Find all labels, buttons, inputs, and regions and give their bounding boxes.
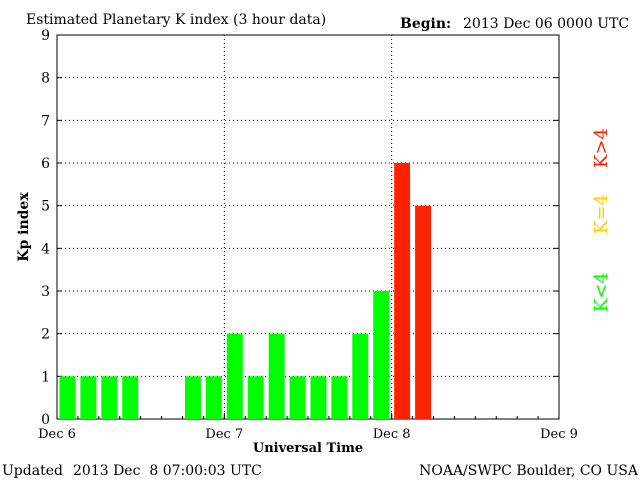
- kp-bar: [122, 376, 139, 419]
- kp-bar: [310, 376, 327, 419]
- kp-bar: [394, 163, 411, 419]
- legend: K<4 K=4 K>4: [591, 128, 612, 312]
- kp-bar: [80, 376, 97, 419]
- y-tick-label: 0: [41, 412, 50, 428]
- chart-title: Estimated Planetary K index (3 hour data…: [26, 12, 326, 28]
- y-axis-title: Kp index: [16, 192, 32, 262]
- kp-bar: [101, 376, 118, 419]
- begin-value: 2013 Dec 06 0000 UTC: [463, 16, 629, 32]
- kp-bar: [205, 376, 222, 419]
- y-tick-label: 2: [41, 327, 50, 343]
- kp-bar: [247, 376, 264, 419]
- y-tick-label: 7: [41, 113, 50, 129]
- y-tick-label: 4: [41, 241, 50, 257]
- y-tick-label: 8: [41, 71, 50, 87]
- plot-area: [56, 34, 560, 420]
- x-tick-label: Dec 9: [540, 427, 578, 442]
- x-tick-labels: Dec 6 Dec 7 Dec 8 Dec 9: [38, 427, 578, 442]
- kp-bar: [268, 333, 285, 419]
- kp-bar: [415, 205, 431, 419]
- x-tick-label: Dec 6: [38, 427, 76, 442]
- legend-item-k-equal-4: K=4: [591, 194, 612, 234]
- kp-bar: [352, 333, 369, 419]
- legend-item-k-less-4: K<4: [591, 272, 612, 312]
- kp-bar: [373, 291, 390, 419]
- kp-bar: [185, 376, 201, 419]
- source-credit: NOAA/SWPC Boulder, CO USA: [419, 463, 639, 479]
- y-tick-label: 6: [41, 156, 50, 172]
- y-tick-label: 3: [41, 284, 50, 300]
- kp-bar: [226, 333, 243, 419]
- begin-label: Begin:: [400, 16, 451, 32]
- legend-item-k-greater-4: K>4: [591, 128, 612, 168]
- y-tick-label: 5: [41, 199, 50, 215]
- x-tick-label: Dec 7: [205, 427, 243, 442]
- y-tick-label: 9: [41, 28, 50, 44]
- updated-value: 2013 Dec 8 07:00:03 UTC: [73, 463, 262, 479]
- x-tick-label: Dec 8: [373, 427, 411, 442]
- kp-bar: [331, 376, 348, 419]
- grid-lines: [56, 34, 560, 420]
- kp-bar: [289, 376, 306, 419]
- bar-series: [59, 163, 431, 419]
- updated-label: Updated: [2, 463, 63, 479]
- x-axis-title: Universal Time: [253, 441, 363, 456]
- y-tick-label: 1: [41, 369, 50, 385]
- y-tick-labels: 0 1 2 3 4 5 6 7 8 9: [41, 28, 50, 428]
- kp-bar: [59, 376, 76, 419]
